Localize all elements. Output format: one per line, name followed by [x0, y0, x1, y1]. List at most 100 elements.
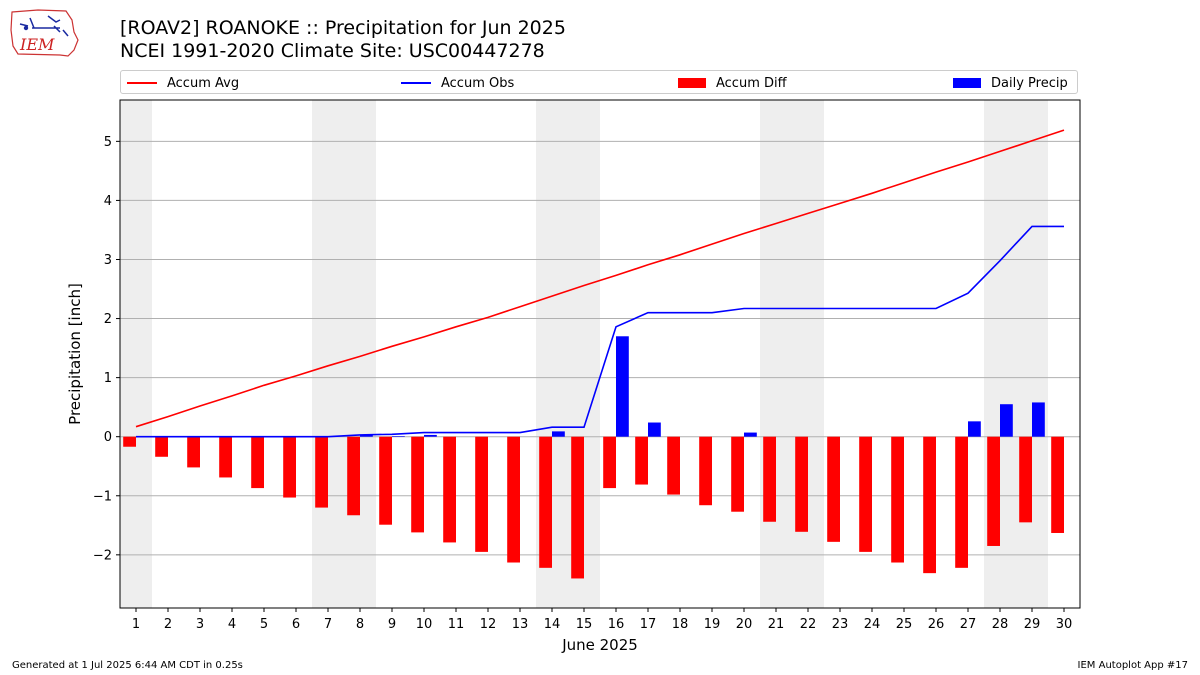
accum-diff-bar — [347, 436, 360, 516]
y-tick-label: 4 — [104, 194, 112, 209]
accum-diff-bar — [891, 436, 904, 563]
accum-avg-line — [135, 129, 1065, 428]
legend-label-accum-avg: Accum Avg — [167, 75, 240, 91]
legend-swatch-daily-precip — [953, 78, 981, 88]
accum-diff-bar — [315, 436, 328, 508]
weekend-shade — [312, 100, 344, 608]
accum-diff-bar — [1019, 436, 1032, 523]
legend-label-accum-diff: Accum Diff — [716, 75, 787, 91]
accum-diff-bar — [539, 436, 552, 568]
x-tick-label: 21 — [768, 617, 785, 632]
daily-precip-bar — [744, 432, 757, 437]
footer-app: IEM Autoplot App #17 — [1077, 660, 1188, 671]
accum-diff-bar — [411, 436, 424, 533]
accum-diff-bar — [155, 436, 168, 457]
accum-diff-bar — [667, 436, 680, 495]
x-tick-label: 25 — [896, 617, 913, 632]
x-tick-label: 4 — [228, 617, 236, 632]
accum-diff-bar — [731, 436, 744, 512]
chart-legend: Accum Avg Accum Obs Accum Diff Daily Pre… — [120, 70, 1078, 94]
accum-diff-bar — [443, 436, 456, 543]
legend-item-daily-precip: Daily Precip — [953, 73, 1068, 93]
chart-title: [ROAV2] ROANOKE :: Precipitation for Jun… — [120, 17, 566, 39]
legend-label-daily-precip: Daily Precip — [991, 75, 1068, 91]
iem-logo: IEM — [10, 9, 79, 57]
accum-diff-bar — [187, 436, 200, 468]
accum-diff-bar — [603, 436, 616, 489]
y-tick-label: 0 — [104, 430, 112, 445]
legend-item-accum-avg: Accum Avg — [127, 73, 239, 93]
weekend-shade — [344, 100, 376, 608]
accum-diff-bar — [763, 436, 776, 522]
x-tick-label: 12 — [480, 617, 497, 632]
y-tick-label: 2 — [104, 312, 112, 327]
accum-diff-bar — [1051, 436, 1064, 533]
accum-diff-bar — [987, 436, 1000, 546]
accum-diff-bar — [475, 436, 488, 552]
accum-diff-bar — [795, 436, 808, 532]
x-tick-label: 8 — [356, 617, 364, 632]
logo-text: IEM — [19, 35, 55, 54]
daily-precip-bar — [1000, 404, 1013, 437]
accum-diff-bar — [251, 436, 264, 489]
accum-diff-bar — [699, 436, 712, 506]
daily-precip-bar — [392, 436, 405, 437]
y-axis-label: Precipitation [inch] — [66, 283, 84, 425]
x-axis-label: June 2025 — [561, 636, 638, 654]
accum-obs-line — [136, 225, 1064, 438]
legend-swatch-accum-obs — [401, 82, 431, 84]
accum-diff-bar — [379, 436, 392, 525]
x-tick-label: 30 — [1056, 617, 1073, 632]
daily-precip-bar — [360, 434, 373, 437]
daily-precip-bar — [648, 422, 661, 437]
x-tick-label: 11 — [448, 617, 465, 632]
x-tick-label: 20 — [736, 617, 753, 632]
x-tick-label: 15 — [576, 617, 593, 632]
y-tick-label: −2 — [93, 548, 112, 563]
y-tick-label: 1 — [104, 371, 112, 386]
x-tick-label: 10 — [416, 617, 433, 632]
accum-diff-bar — [923, 436, 936, 574]
daily-precip-bar — [1032, 402, 1045, 437]
accum-diff-bar — [635, 436, 648, 485]
x-tick-label: 5 — [260, 617, 268, 632]
daily-precip-bar — [968, 421, 981, 437]
x-tick-label: 6 — [292, 617, 300, 632]
legend-label-accum-obs: Accum Obs — [441, 75, 515, 91]
legend-swatch-accum-avg — [127, 82, 157, 84]
x-tick-label: 3 — [196, 617, 204, 632]
x-tick-label: 14 — [544, 617, 561, 632]
accum-diff-bar — [827, 436, 840, 542]
plot-frame — [119, 99, 1081, 609]
daily-precip-bar — [616, 336, 629, 437]
x-tick-label: 16 — [608, 617, 625, 632]
x-tick-label: 22 — [800, 617, 817, 632]
x-tick-label: 23 — [832, 617, 849, 632]
x-tick-label: 2 — [164, 617, 172, 632]
x-tick-label: 9 — [388, 617, 396, 632]
x-tick-label: 24 — [864, 617, 881, 632]
x-tick-label: 28 — [992, 617, 1009, 632]
accum-diff-bar — [571, 436, 584, 579]
x-tick-label: 1 — [132, 617, 140, 632]
x-tick-label: 19 — [704, 617, 721, 632]
y-tick-label: −1 — [93, 489, 112, 504]
legend-item-accum-obs: Accum Obs — [401, 73, 514, 93]
x-tick-label: 13 — [512, 617, 529, 632]
chart-subtitle: NCEI 1991-2020 Climate Site: USC00447278 — [120, 40, 545, 62]
accum-diff-bar — [955, 436, 968, 568]
weekend-shade — [1016, 100, 1048, 608]
legend-swatch-accum-diff — [678, 78, 706, 88]
x-tick-label: 26 — [928, 617, 945, 632]
accum-diff-bar — [859, 436, 872, 552]
daily-precip-bar — [424, 434, 437, 437]
x-tick-label: 18 — [672, 617, 689, 632]
y-tick-label: 3 — [104, 253, 112, 268]
weekend-shade — [120, 100, 152, 608]
x-tick-label: 7 — [324, 617, 332, 632]
y-tick-label: 5 — [104, 135, 112, 150]
legend-item-accum-diff: Accum Diff — [678, 73, 787, 93]
daily-precip-bar — [552, 431, 565, 437]
accum-diff-bar — [123, 436, 136, 447]
